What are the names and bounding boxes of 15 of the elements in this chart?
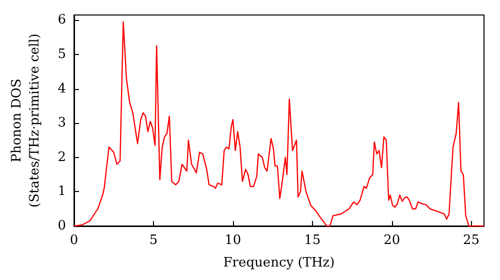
- y-axis-title: Phonon DOS (States/THz·primitive cell): [10, 33, 42, 208]
- x-axis-title: Frequency (THz): [223, 256, 335, 270]
- y-tick-label: 5: [58, 46, 66, 62]
- y-tick-label: 6: [58, 12, 66, 28]
- x-tick-label: 25: [463, 233, 480, 248]
- y-tick-label: 3: [58, 116, 66, 131]
- x-tick-label: 5: [149, 233, 158, 248]
- y-tick-label: 1: [58, 184, 66, 200]
- y-tick-label: 2: [58, 150, 66, 165]
- y-tick-label: 0: [58, 218, 66, 234]
- y-tick-label: 4: [58, 81, 66, 96]
- x-tick-label: 15: [304, 233, 321, 248]
- x-tick-label: 0: [70, 233, 78, 248]
- x-tick-label: 20: [384, 233, 400, 248]
- x-tick-label: 10: [224, 233, 242, 248]
